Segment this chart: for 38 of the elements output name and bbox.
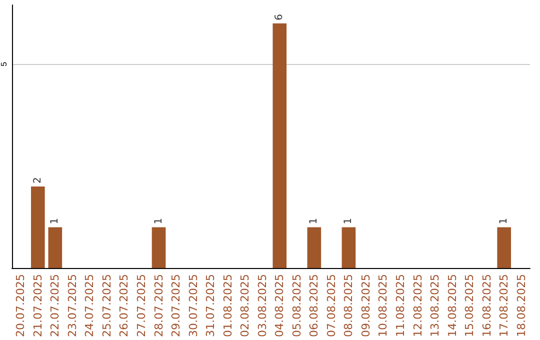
- x-tick-label: 23.07.2025: [66, 274, 79, 338]
- x-tick-label: 11.08.2025: [394, 274, 407, 338]
- x-tick-label: 12.08.2025: [411, 274, 424, 338]
- x-tick-label: 13.08.2025: [428, 274, 442, 338]
- x-tick-label: 30.07.2025: [186, 274, 200, 338]
- x-tick-label: 26.07.2025: [118, 274, 131, 338]
- x-tick-label: 22.07.2025: [48, 274, 62, 338]
- x-tick-label: 10.08.2025: [376, 274, 390, 338]
- x-tick-label: 21.07.2025: [31, 274, 44, 338]
- x-tick-label: 17.08.2025: [498, 274, 511, 338]
- data-label: 1: [343, 218, 354, 224]
- x-tick-label: 07.08.2025: [324, 274, 338, 338]
- x-tick-label: 24.07.2025: [83, 274, 96, 338]
- x-tick-label: 16.08.2025: [480, 274, 494, 338]
- x-tick-label: 03.08.2025: [256, 274, 269, 338]
- data-label: 6: [274, 14, 286, 20]
- x-tick-label: 18.08.2025: [514, 274, 528, 338]
- x-tick-label: 29.07.2025: [170, 274, 183, 338]
- x-tick-label: 31.07.2025: [204, 274, 218, 338]
- data-label: 1: [153, 218, 164, 224]
- x-tick-label: 01.08.2025: [221, 274, 234, 338]
- x-tick-label: 08.08.2025: [342, 274, 356, 338]
- x-tick-label: 15.08.2025: [463, 274, 476, 338]
- data-label: 1: [308, 218, 320, 224]
- x-tick-label: 25.07.2025: [100, 274, 114, 338]
- data-label: 1: [50, 218, 61, 224]
- x-tick-label: 02.08.2025: [238, 274, 252, 338]
- y-tick-label: 5: [0, 61, 8, 66]
- data-label: 2: [32, 177, 44, 184]
- data-label: 1: [498, 218, 510, 224]
- x-tick-label: 27.07.2025: [135, 274, 148, 338]
- x-tick-label: 09.08.2025: [359, 274, 372, 338]
- x-tick-label: 04.08.2025: [273, 274, 286, 338]
- x-tick-label: 06.08.2025: [308, 274, 321, 338]
- x-tick-label: 05.08.2025: [290, 274, 304, 338]
- x-tick-label: 14.08.2025: [446, 274, 459, 338]
- x-tick-label: 28.07.2025: [152, 274, 166, 338]
- x-tick-label: 20.07.2025: [14, 274, 28, 338]
